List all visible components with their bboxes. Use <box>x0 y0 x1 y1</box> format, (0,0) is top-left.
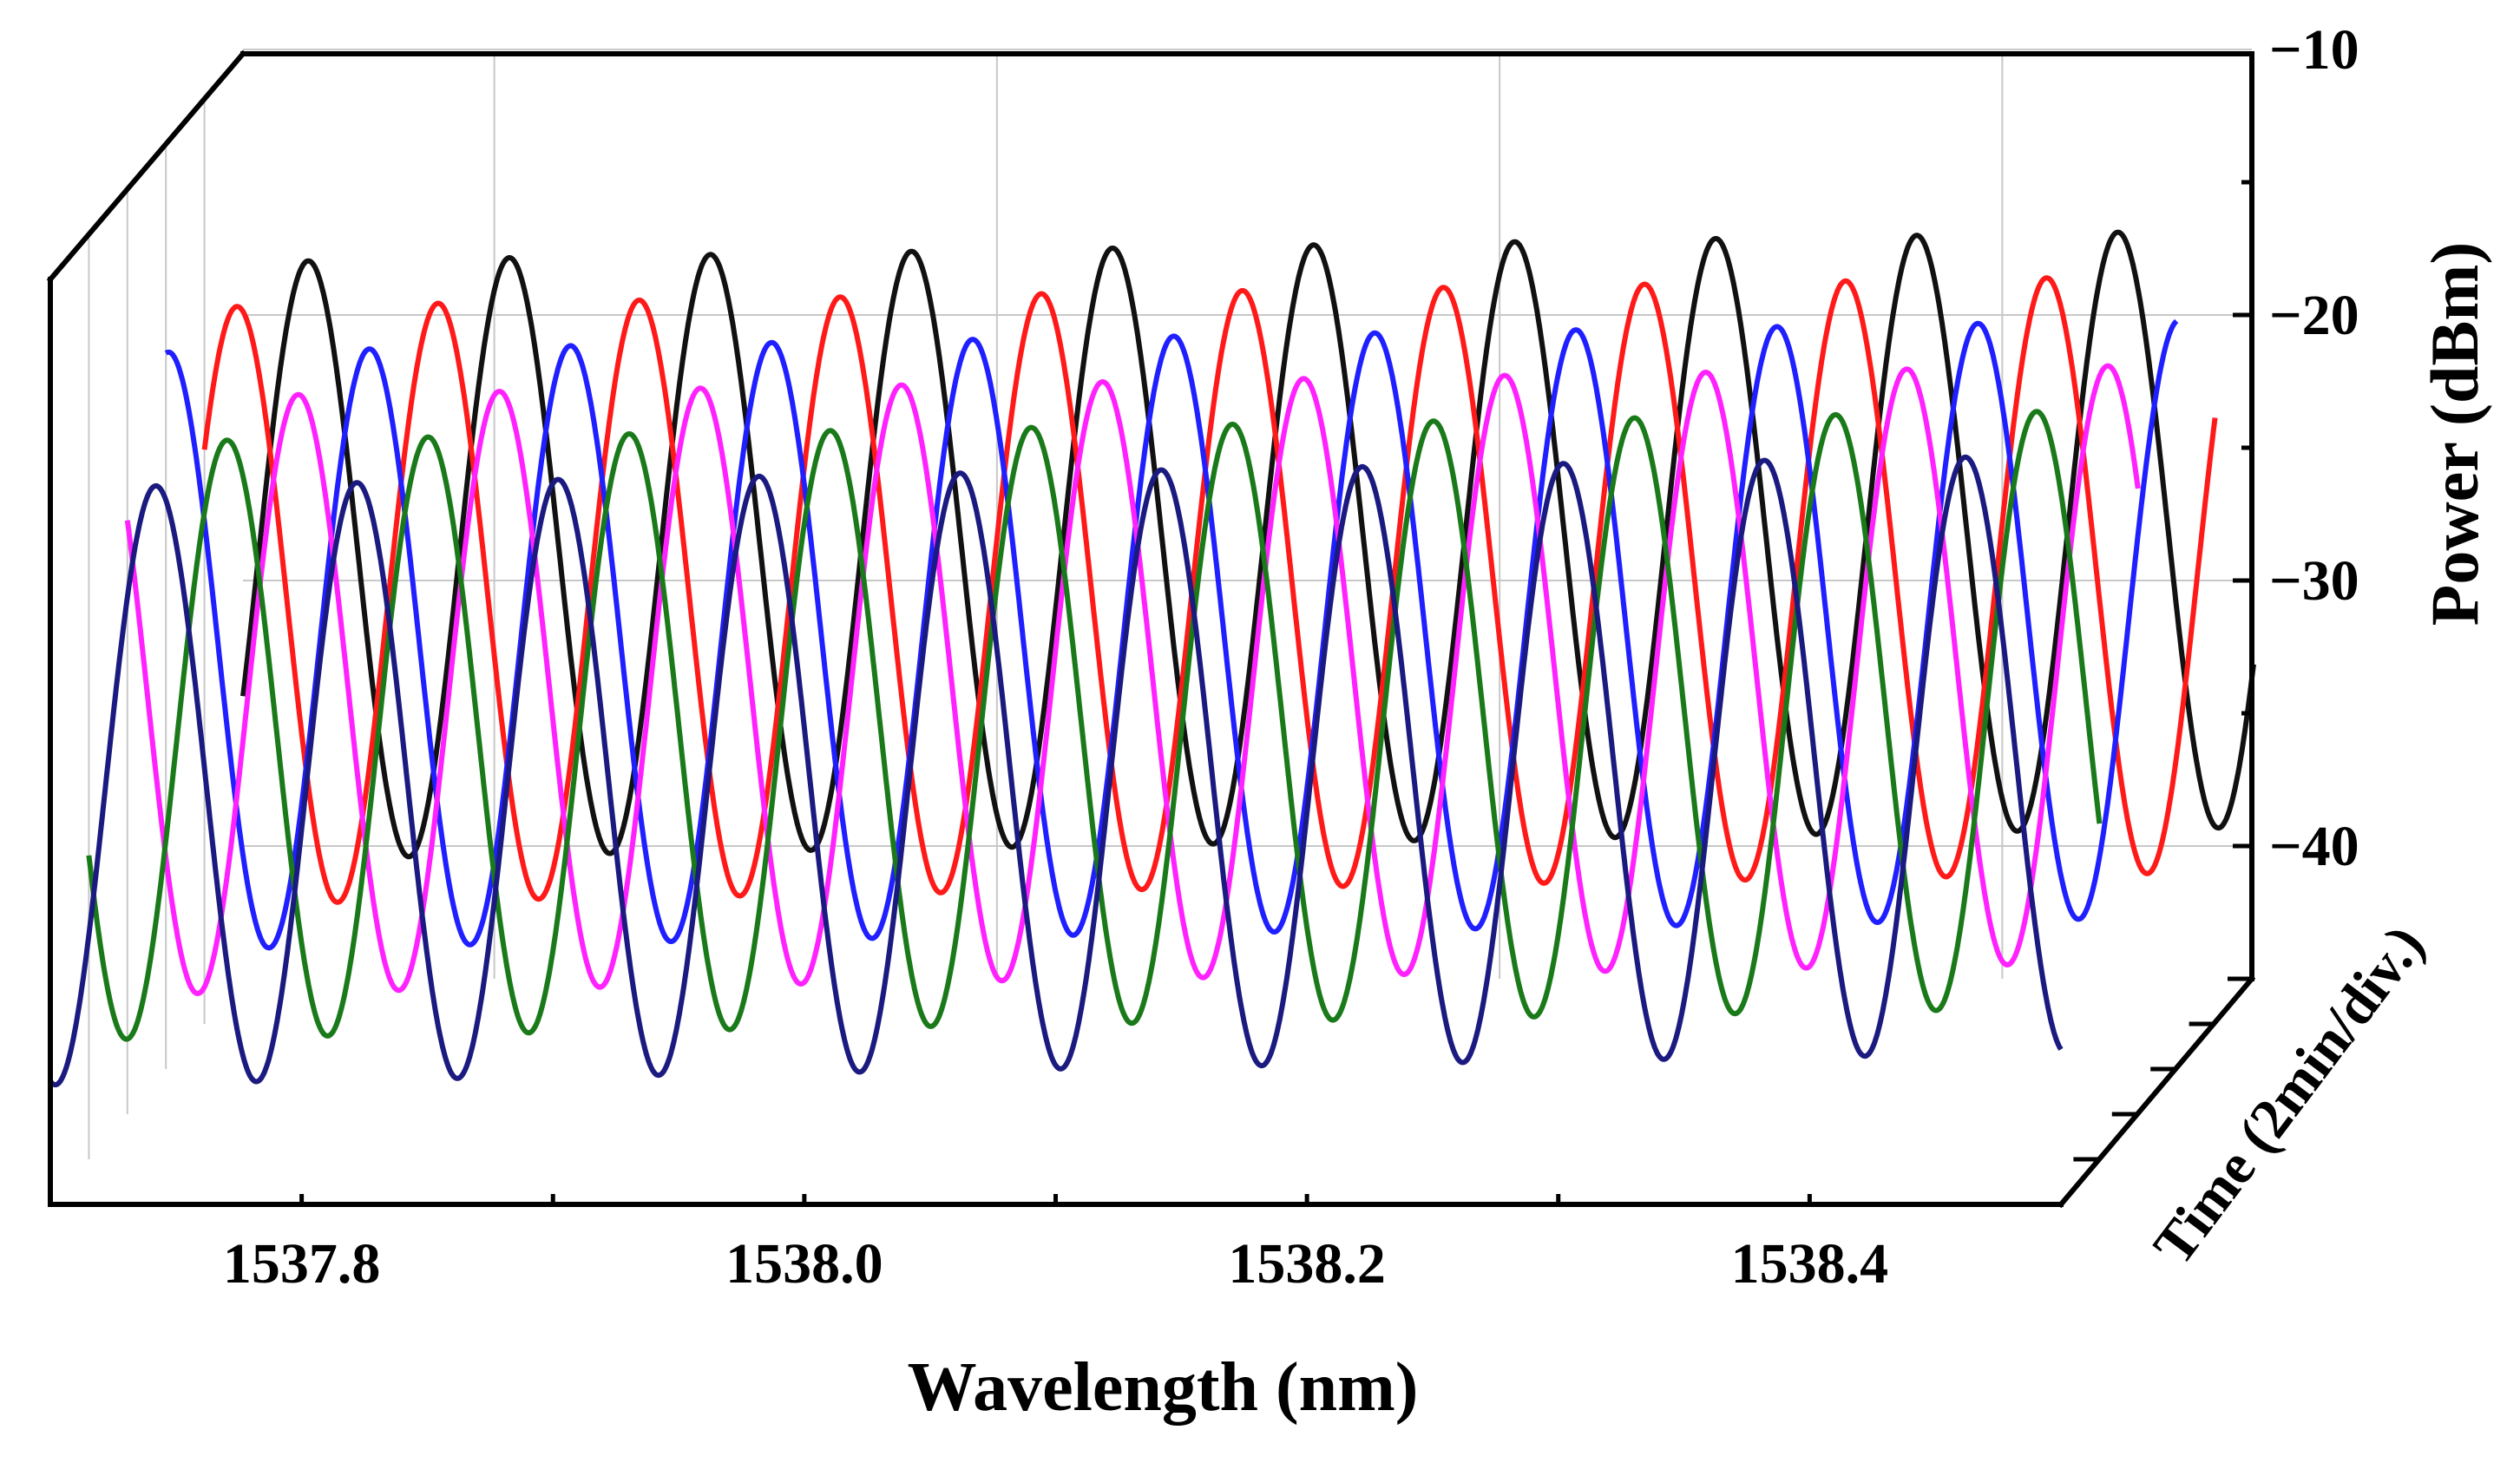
axes-group: 1537.8 1538.0 1538.2 1538.4 −10 −20 −30 −40 <box>46 18 2359 1296</box>
x-tick-label: 1538.2 <box>1228 1232 1386 1296</box>
y-tick-label: −10 <box>2269 18 2359 82</box>
series-line-1 <box>86 409 2103 1042</box>
series-group <box>48 229 2256 1088</box>
series-line-2 <box>124 363 2141 996</box>
back-wall-grid <box>88 49 2252 1159</box>
z-axis-line <box>2057 974 2256 1209</box>
series-line-0 <box>48 454 2064 1088</box>
y-tick-label: −20 <box>2269 284 2359 347</box>
y-tick-label: −30 <box>2269 549 2359 613</box>
y-tick-label: −40 <box>2269 815 2359 878</box>
x-axis-title: Wavelength (nm) <box>908 1349 1419 1426</box>
y-axis-title: Power (dBm) <box>2417 242 2492 626</box>
series-line-3 <box>164 318 2179 951</box>
x-tick-label: 1538.4 <box>1731 1232 1889 1296</box>
z-axis-title: Time (2min/div.) <box>2142 914 2437 1276</box>
x-tick-label: 1538.0 <box>725 1232 883 1296</box>
x-tick-label: 1537.8 <box>223 1232 381 1296</box>
series-line-5 <box>240 229 2256 860</box>
top-left-edge <box>46 49 247 284</box>
series-line-4 <box>201 275 2218 905</box>
